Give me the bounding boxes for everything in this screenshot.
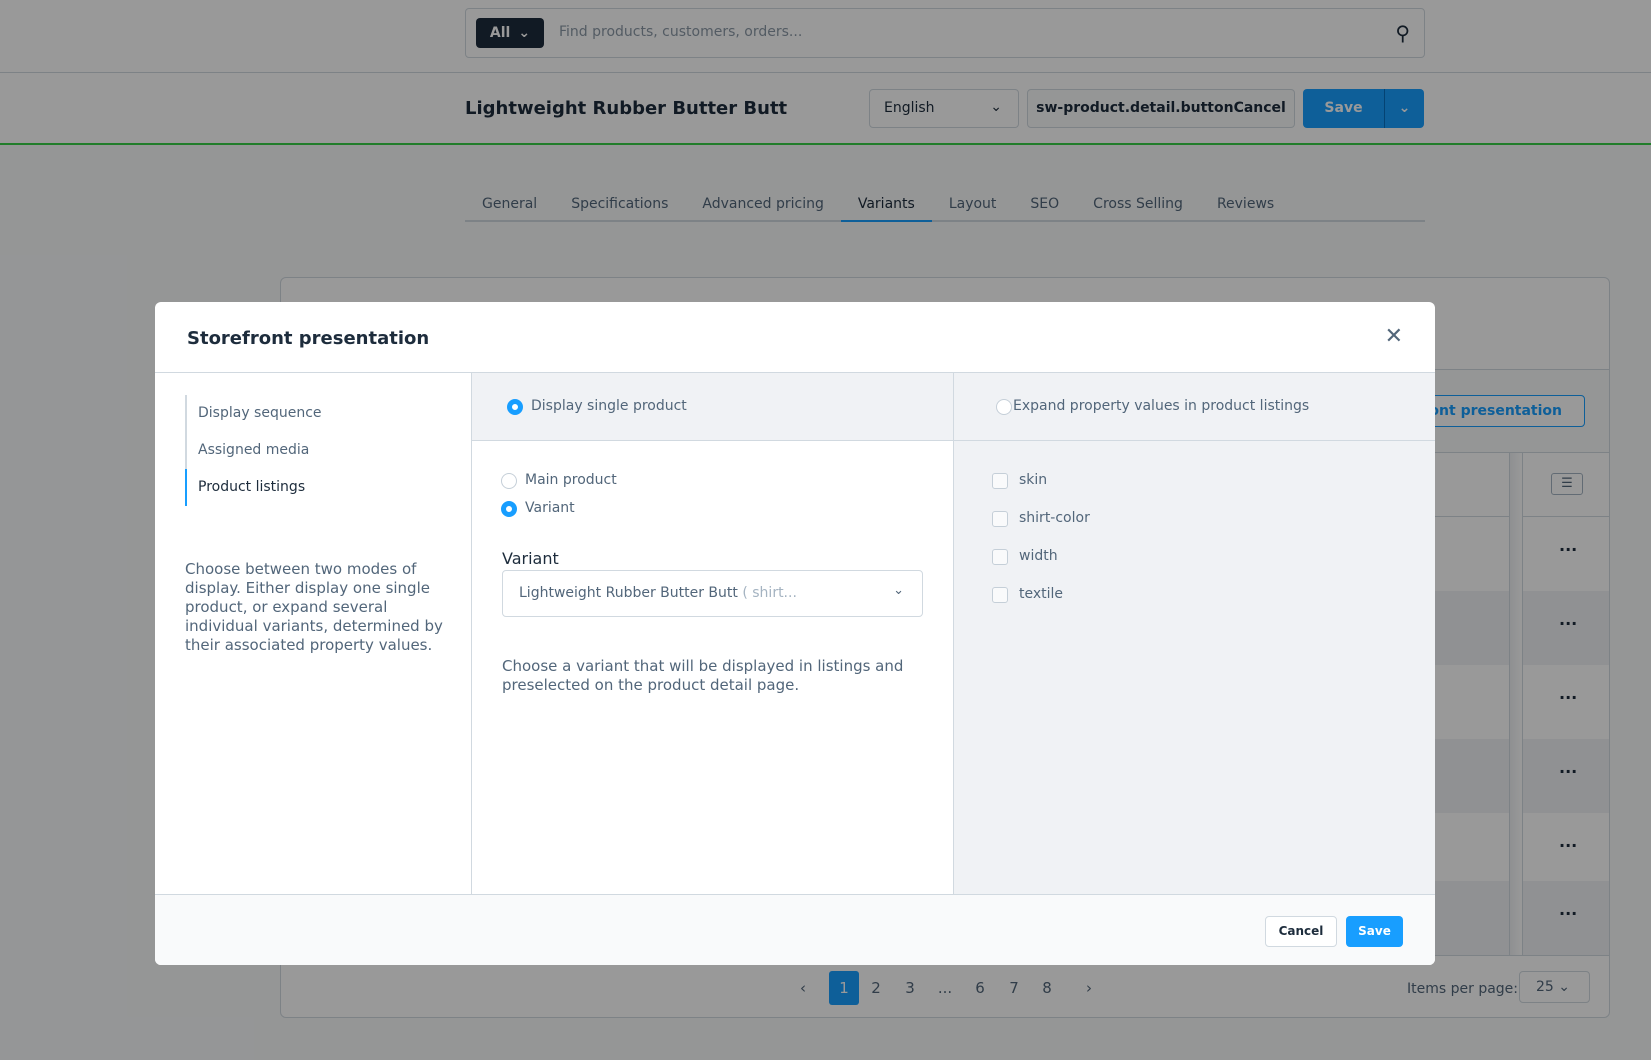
modal-save-button[interactable]: Save — [1346, 916, 1403, 947]
tab-specifications[interactable]: Specifications — [571, 196, 669, 212]
modal-nav: Display sequence Assigned media Product … — [185, 395, 322, 506]
items-per-page-label: Items per page: — [1407, 981, 1519, 997]
expand-properties-header: Expand property values in product listin… — [954, 373, 1435, 441]
variant-radio[interactable] — [501, 501, 517, 517]
tab-variants[interactable]: Variants — [840, 192, 932, 222]
nav-product-listings[interactable]: Product listings — [185, 469, 322, 506]
chevron-down-icon: ⌄ — [990, 99, 1002, 115]
nav-assigned-media[interactable]: Assigned media — [198, 442, 310, 458]
sidebar-description: Choose between two modes of display. Eit… — [185, 560, 443, 654]
cancel-button[interactable]: sw-product.detail.buttonCancel — [1027, 89, 1295, 128]
column-settings-icon[interactable]: ☰ — [1551, 473, 1583, 495]
chevron-down-icon: ⌄ — [518, 25, 531, 41]
items-per-page-select[interactable]: 25 ⌄ — [1519, 971, 1590, 1003]
page-2[interactable]: 2 — [871, 979, 881, 997]
width-label: width — [1019, 548, 1058, 564]
page-ellipsis: ... — [937, 979, 953, 997]
skin-label: skin — [1019, 472, 1048, 488]
tab-advanced-pricing[interactable]: Advanced pricing — [702, 196, 824, 212]
tab-reviews[interactable]: Reviews — [1216, 196, 1275, 212]
shirt-color-checkbox[interactable] — [992, 511, 1008, 527]
tab-cross-selling[interactable]: Cross Selling — [1093, 196, 1183, 212]
expand-property-values-label: Expand property values in product listin… — [1013, 398, 1310, 414]
chevron-down-icon: ⌄ — [893, 583, 904, 598]
modal-sidebar: Display sequence Assigned media Product … — [155, 373, 471, 894]
single-product-header: Display single product — [472, 373, 953, 441]
more-actions-icon[interactable]: ··· — [1559, 540, 1578, 559]
tab-general[interactable]: General — [482, 196, 538, 212]
textile-label: textile — [1019, 586, 1064, 602]
tab-layout[interactable]: Layout — [948, 196, 997, 212]
shirt-color-label: shirt-color — [1019, 510, 1090, 526]
next-page-icon[interactable]: › — [1086, 979, 1092, 997]
page-title: Lightweight Rubber Butter Butt — [465, 98, 788, 119]
tab-seo[interactable]: SEO — [1030, 196, 1060, 212]
main-product-radio[interactable] — [501, 473, 517, 489]
modal-footer: Cancel Save — [155, 894, 1435, 965]
display-single-product-label: Display single product — [531, 398, 687, 414]
search-scope-dropdown[interactable]: All ⌄ — [476, 18, 544, 48]
divider — [155, 372, 1435, 373]
expand-property-values-radio[interactable] — [996, 399, 1012, 415]
skin-checkbox[interactable] — [992, 473, 1008, 489]
variant-label: Variant — [525, 500, 575, 516]
page-6[interactable]: 6 — [975, 979, 985, 997]
textile-checkbox[interactable] — [992, 587, 1008, 603]
prev-page-icon[interactable]: ‹ — [800, 979, 806, 997]
variant-select[interactable]: Lightweight Rubber Butter Butt ( shirt..… — [502, 570, 923, 617]
more-actions-icon[interactable]: ··· — [1559, 688, 1578, 707]
close-icon[interactable]: ✕ — [1384, 324, 1403, 349]
column-divider — [1509, 453, 1523, 955]
save-options-chevron-icon[interactable]: ⌄ — [1384, 89, 1424, 128]
storefront-presentation-modal: Storefront presentation ✕ Display sequen… — [155, 302, 1435, 965]
nav-display-sequence[interactable]: Display sequence — [198, 405, 322, 421]
expand-properties-column: Expand property values in product listin… — [954, 373, 1435, 894]
page-3[interactable]: 3 — [905, 979, 915, 997]
more-actions-icon[interactable]: ··· — [1559, 904, 1578, 923]
language-select[interactable]: English ⌄ — [869, 89, 1019, 128]
modal-cancel-button[interactable]: Cancel — [1265, 916, 1337, 947]
search-icon[interactable]: ⚲ — [1395, 21, 1410, 45]
page-1[interactable]: 1 — [829, 971, 859, 1005]
more-actions-icon[interactable]: ··· — [1559, 836, 1578, 855]
more-actions-icon[interactable]: ··· — [1559, 614, 1578, 633]
global-search[interactable]: All ⌄ Find products, customers, orders...… — [465, 8, 1425, 58]
modal-title: Storefront presentation — [187, 328, 430, 349]
page-8[interactable]: 8 — [1042, 979, 1052, 997]
chevron-down-icon: ⌄ — [1558, 979, 1571, 995]
single-product-column: Display single product Main product Vari… — [471, 373, 954, 894]
product-tabs: General Specifications Advanced pricing … — [465, 192, 1425, 222]
display-single-product-radio[interactable] — [507, 399, 523, 415]
page-7[interactable]: 7 — [1009, 979, 1019, 997]
width-checkbox[interactable] — [992, 549, 1008, 565]
variant-help-text: Choose a variant that will be displayed … — [502, 657, 904, 694]
search-input[interactable]: Find products, customers, orders... — [559, 24, 803, 40]
save-button[interactable]: Save ⌄ — [1303, 89, 1424, 128]
variant-field-label: Variant — [502, 549, 559, 568]
more-actions-icon[interactable]: ··· — [1559, 762, 1578, 781]
main-product-label: Main product — [525, 472, 617, 488]
